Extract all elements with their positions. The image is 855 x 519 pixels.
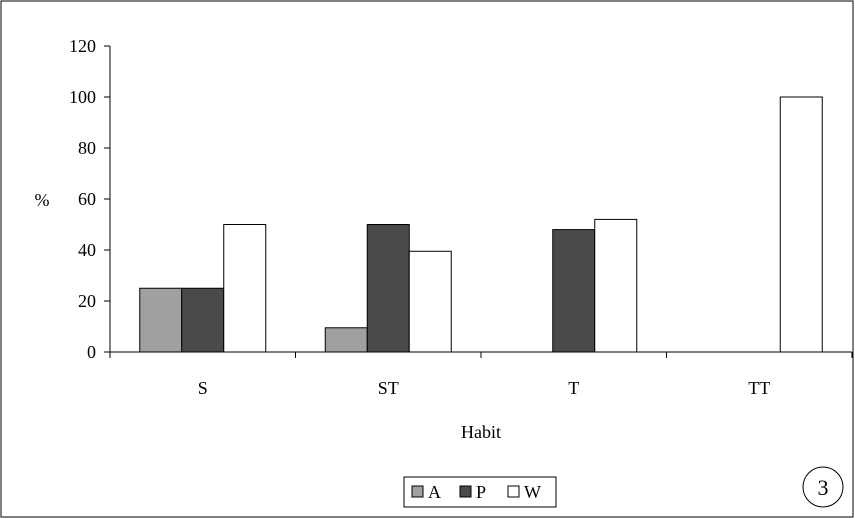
x-ticks-group: S ST T TT — [109, 352, 853, 398]
legend-label-w: W — [524, 482, 541, 502]
bar-p-t — [552, 229, 596, 353]
bar-p-s — [181, 287, 225, 353]
legend-label-p: P — [476, 482, 486, 502]
legend-swatch-w — [507, 485, 520, 498]
y-axis-title: % — [35, 190, 50, 210]
y-tick-label: 100 — [69, 87, 96, 107]
x-category-label: ST — [378, 378, 399, 398]
y-tick-label: 20 — [78, 291, 96, 311]
y-ticks-group: 0 20 40 60 80 100 120 — [69, 36, 110, 362]
bar-a-s — [139, 287, 183, 353]
legend-box — [403, 476, 557, 508]
legend-label-a: A — [428, 482, 441, 502]
x-category-label: T — [568, 378, 579, 398]
y-tick-label: 60 — [78, 189, 96, 209]
bar-a-st — [324, 327, 368, 353]
y-tick-label: 40 — [78, 240, 96, 260]
bar-w-s — [223, 224, 267, 353]
x-category-label: TT — [748, 378, 770, 398]
bars-group — [139, 96, 823, 353]
panel-number: 3 — [818, 475, 829, 500]
bar-p-st — [366, 224, 410, 353]
x-axis-title: Habit — [461, 422, 501, 442]
y-tick-label: 120 — [69, 36, 96, 56]
legend-swatch-a — [411, 485, 424, 498]
legend-swatch-p — [459, 485, 472, 498]
y-tick-label: 80 — [78, 138, 96, 158]
y-tick-label: 0 — [87, 342, 96, 362]
panel-circle — [802, 466, 844, 508]
panel-label: 3 — [802, 466, 844, 508]
bar-w-tt — [779, 96, 823, 353]
x-category-label: S — [198, 378, 208, 398]
bar-w-st — [408, 250, 452, 353]
bar-w-t — [594, 218, 638, 353]
